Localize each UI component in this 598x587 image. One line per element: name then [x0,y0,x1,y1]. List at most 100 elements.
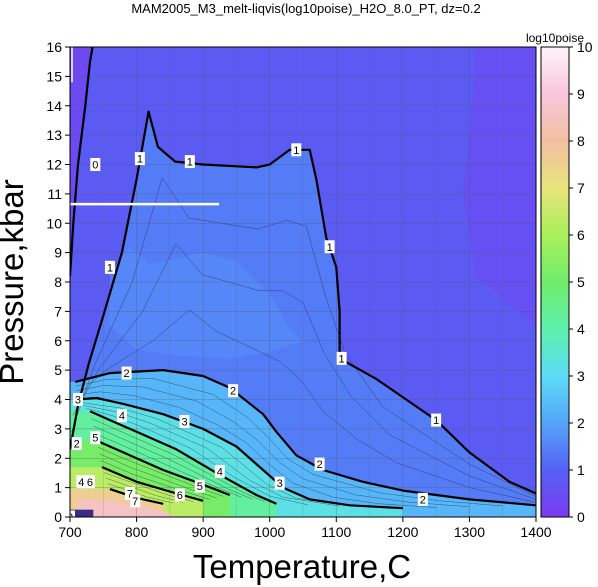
contour-label: 2 [417,492,428,506]
contour-label-box [336,351,347,365]
contour-label: 3 [72,393,83,407]
contour-label: 1 [324,240,335,254]
contour-label-box [194,479,205,493]
contour-label-box [214,464,225,478]
x-tick-label: 1000 [254,524,285,540]
colorbar-ticks: 0 1 2 3 4 5 6 7 8 9 10 [569,39,593,525]
contour-label: 0 [90,158,101,172]
grid-lines [70,47,536,517]
colorbar-tick-label: 8 [577,133,585,149]
contour-label: 2 [121,366,132,380]
contour-label: 1 [184,155,195,169]
y-axis-label: Pressure,kbar [0,179,30,384]
contour-label: 0 [70,510,75,517]
contour-label-text: 2 [124,368,130,380]
contour-label-box [314,457,325,471]
contour-label-text: 3 [75,395,81,407]
contour-label-text: 1 [339,353,345,365]
contour-label-box [130,494,141,508]
contour-label-text: 1 [137,154,143,166]
contour-label: 2 [314,457,325,471]
thin-contour [94,433,242,498]
field-band-8 [78,499,177,517]
contour-label-text: 1 [433,415,439,427]
y-tick-label: 5 [54,362,62,378]
contour-label-box [90,158,101,171]
thin-contour [83,405,340,507]
colorbar-tick-label: 1 [577,462,585,478]
thin-contour [97,446,224,497]
thin-contour [76,391,437,508]
field-band-upper-right [462,47,536,327]
contour-label: 2 [228,384,239,398]
contour-label: 6 [84,475,95,489]
field-band-0 [70,47,93,277]
y-tick-label: 8 [54,274,62,290]
contour-line-5 [96,439,231,497]
x-tick-label: 1100 [321,524,351,540]
contour-label-box [71,437,82,451]
contour-label: 6 [174,488,185,502]
y-tick-label: 7 [54,303,62,319]
contour-label: 1 [431,413,442,427]
contour-label-text: 1 [327,242,333,254]
contour-label-text: 5 [92,433,98,445]
contour-label-box [228,384,239,398]
field-band-plateau [109,246,304,359]
field-band-base-dark [70,509,94,517]
y-tick-label: 16 [46,39,62,55]
viscosity-field [70,47,536,517]
contour-label: 5 [194,479,205,493]
x-axis-label: Temperature,C [193,548,411,585]
contour-label: 1 [134,152,145,166]
contour-label-box [291,143,302,157]
x-tick-label: 900 [191,524,215,540]
contour-label-box [76,475,87,489]
y-tick-label: 10 [46,215,62,231]
contour-label-box [174,488,185,502]
contour-label-text: 3 [277,478,283,490]
contour-label-text: 4 [217,466,223,478]
chart-title: MAM2005_M3_melt-liqvis(log10poise)_H2O_8… [131,1,480,16]
x-tick-label: 800 [125,524,149,540]
contour-line-4 [89,410,277,505]
contour-label-text: 1 [107,262,113,274]
y-tick-label: 4 [54,392,62,408]
y-tick-label: 12 [46,157,62,173]
contour-label-box [431,413,442,427]
contour-line-6 [101,466,204,502]
contour-label-text: 0 [92,160,98,172]
y-tick-label: 11 [47,186,62,202]
colorbar-tick-label: 2 [577,415,585,431]
white-marker-line [70,47,220,206]
thin-contour [93,425,254,500]
contour-label: 1 [104,260,115,274]
y-tick-label: 3 [54,421,62,437]
contour-label-text: 2 [74,439,80,451]
x-tick-label: 1400 [520,524,551,540]
contour-label-text: 2 [230,386,236,398]
x-axis-ticks: 700 800 900 1000 1100 1200 1300 1400 [58,517,552,540]
y-tick-label: 6 [54,333,62,349]
contour-label-box [134,152,145,166]
colorbar-tick-label: 10 [577,39,593,55]
plot-area: 0 0 1 1 1 1 1 1 1 2 2 2 2 2 3 3 3 4 4 4 5 5 6 6 77 [70,47,536,517]
contour-label-text: 1 [187,157,193,169]
contour-label-text: 4 [78,477,84,489]
thin-contour [105,477,184,503]
thin-contour [100,460,210,500]
colorbar-tick-label: 9 [577,86,585,102]
contour-label-box [72,393,83,406]
y-tick-label: 0 [54,509,62,525]
contour-label-text: 6 [87,477,93,489]
contour-label: 5 [90,431,101,445]
colorbar-tick-label: 4 [577,321,585,337]
contour-label-text: 7 [127,489,133,501]
contour-label-box [104,260,115,274]
colorbar-tick-label: 5 [577,274,585,290]
x-tick-label: 1200 [387,524,418,540]
colorbar-tick-label: 7 [577,180,585,196]
contour-label: 1 [291,143,302,157]
